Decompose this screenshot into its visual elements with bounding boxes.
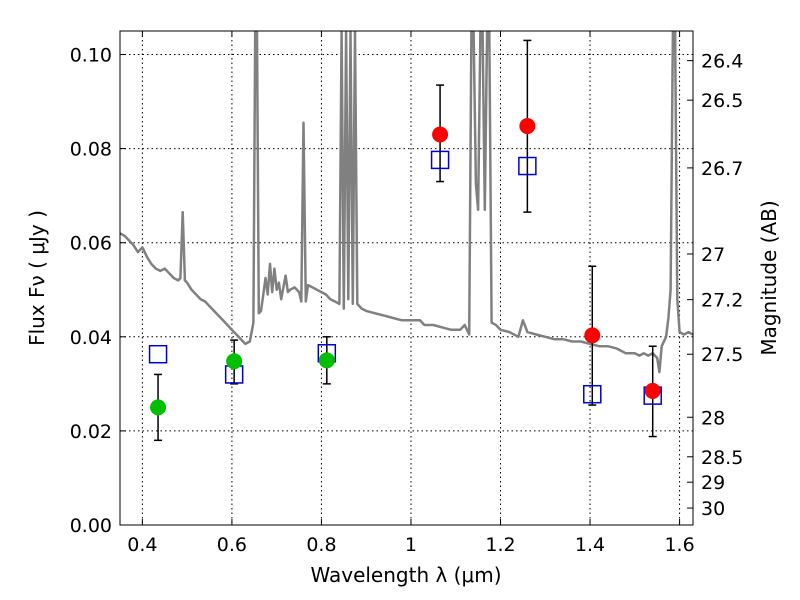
limit-point-0 [150, 399, 167, 416]
model-square-5 [583, 384, 602, 404]
x-axis-title: Wavelength λ (μm) [310, 563, 501, 587]
y-axis-ticks: 0.00 0.02 0.04 0.06 0.08 0.10 [70, 45, 126, 537]
y-tick-label-5: 0.10 [70, 45, 112, 67]
right-tick-label-9: 30 [701, 498, 725, 520]
x-tick-label-0: 0.4 [127, 534, 157, 556]
plot-background [120, 31, 693, 525]
model-square-0 [148, 344, 168, 364]
right-tick-label-0: 26.4 [701, 51, 743, 73]
y-tick-label-1: 0.02 [70, 421, 112, 443]
x-tick-label-1: 0.6 [217, 534, 247, 556]
y-tick-label-4: 0.08 [70, 139, 112, 161]
detection-point-1 [519, 118, 536, 135]
right-tick-label-6: 28 [701, 407, 725, 429]
right-tick-label-7: 28.5 [701, 447, 743, 469]
x-tick-label-3: 1 [405, 534, 417, 556]
limit-point-2 [318, 352, 335, 369]
y-tick-label-2: 0.04 [70, 327, 112, 349]
limit-points [150, 352, 335, 416]
detection-point-2 [584, 327, 601, 344]
x-tick-label-4: 1.2 [485, 534, 515, 556]
x-axis-ticks: 0.4 0.6 0.8 1 1.2 1.4 1.6 [127, 31, 695, 556]
right-tick-label-5: 27.5 [701, 344, 743, 366]
right-tick-label-2: 26.7 [701, 158, 743, 180]
y-tick-label-0: 0.00 [70, 515, 112, 537]
y-tick-label-3: 0.06 [70, 233, 112, 255]
y-axis-title: Flux Fν ( μJy ) [25, 210, 49, 346]
x-tick-label-6: 1.6 [664, 534, 694, 556]
right-tick-label-3: 27 [701, 244, 725, 266]
model-square-3 [430, 150, 450, 170]
right-axis-ticks: 26.4 26.5 26.7 27 27.2 27.5 28 28.5 29 30 [687, 51, 743, 520]
x-tick-label-5: 1.4 [575, 534, 605, 556]
plot-frame [119, 30, 694, 526]
detection-points [432, 118, 661, 399]
right-tick-label-1: 26.5 [701, 90, 743, 112]
x-tick-label-2: 0.8 [306, 534, 336, 556]
right-tick-label-4: 27.2 [701, 290, 743, 312]
right-axis-title: Magnitude (AB) [757, 200, 781, 355]
grid-lines [120, 31, 693, 525]
model-square-4 [518, 156, 537, 176]
detection-point-3 [644, 382, 661, 399]
detection-point-0 [432, 126, 449, 143]
right-tick-label-8: 29 [701, 472, 725, 494]
limit-point-1 [226, 353, 243, 370]
